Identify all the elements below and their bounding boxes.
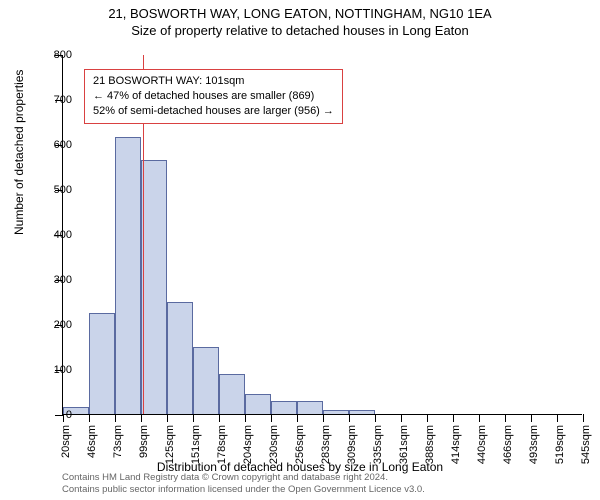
x-tick-label: 99sqm	[138, 425, 150, 458]
x-tick	[167, 414, 168, 422]
x-tick	[297, 414, 298, 422]
x-tick	[323, 414, 324, 422]
x-tick-label: 335sqm	[372, 425, 384, 464]
x-tick-label: 283sqm	[320, 425, 332, 464]
x-tick-label: 440sqm	[476, 425, 488, 464]
y-tick-label: 700	[54, 94, 72, 106]
annotation-box: 21 BOSWORTH WAY: 101sqm← 47% of detached…	[84, 69, 343, 124]
x-tick-label: 414sqm	[450, 425, 462, 464]
x-tick-label: 46sqm	[86, 425, 98, 458]
x-tick-label: 519sqm	[554, 425, 566, 464]
x-tick	[271, 414, 272, 422]
x-tick	[401, 414, 402, 422]
x-tick-label: 493sqm	[528, 425, 540, 464]
y-tick-label: 100	[54, 364, 72, 376]
x-tick-label: 125sqm	[164, 425, 176, 464]
x-tick-label: 204sqm	[242, 425, 254, 464]
histogram-bar	[141, 160, 167, 414]
x-tick-label: 178sqm	[216, 425, 228, 464]
x-tick	[89, 414, 90, 422]
x-tick	[63, 414, 64, 422]
x-tick-label: 388sqm	[424, 425, 436, 464]
y-tick-label: 600	[54, 139, 72, 151]
annotation-line: 52% of semi-detached houses are larger (…	[93, 104, 334, 119]
x-tick-label: 230sqm	[268, 425, 280, 464]
x-tick	[193, 414, 194, 422]
x-tick-label: 466sqm	[502, 425, 514, 464]
x-tick	[349, 414, 350, 422]
x-tick	[583, 414, 584, 422]
y-axis-label: Number of detached properties	[12, 70, 26, 235]
chart-title-block: 21, BOSWORTH WAY, LONG EATON, NOTTINGHAM…	[0, 0, 600, 38]
histogram-bar	[349, 410, 375, 415]
x-tick-label: 361sqm	[398, 425, 410, 464]
annotation-line: ← 47% of detached houses are smaller (86…	[93, 89, 334, 104]
histogram-bar	[167, 302, 193, 415]
histogram-bar	[193, 347, 219, 415]
x-tick	[219, 414, 220, 422]
histogram-bar	[89, 313, 115, 414]
footer-line1: Contains HM Land Registry data © Crown c…	[62, 472, 425, 484]
x-tick	[375, 414, 376, 422]
x-tick	[505, 414, 506, 422]
histogram-bar	[115, 137, 141, 414]
x-tick-label: 545sqm	[580, 425, 592, 464]
histogram-bar	[219, 374, 245, 415]
x-tick	[427, 414, 428, 422]
y-tick-label: 800	[54, 49, 72, 61]
chart-title-line2: Size of property relative to detached ho…	[0, 23, 600, 38]
chart-footer: Contains HM Land Registry data © Crown c…	[62, 472, 425, 496]
x-tick-label: 73sqm	[112, 425, 124, 458]
histogram-bar	[297, 401, 323, 415]
x-tick	[115, 414, 116, 422]
histogram-bar	[323, 410, 349, 415]
x-tick	[141, 414, 142, 422]
y-tick-label: 400	[54, 229, 72, 241]
x-tick-label: 309sqm	[346, 425, 358, 464]
x-tick-label: 20sqm	[60, 425, 72, 458]
footer-line2: Contains public sector information licen…	[62, 484, 425, 496]
y-tick-label: 500	[54, 184, 72, 196]
chart-title-line1: 21, BOSWORTH WAY, LONG EATON, NOTTINGHAM…	[0, 6, 600, 21]
x-tick	[453, 414, 454, 422]
annotation-line: 21 BOSWORTH WAY: 101sqm	[93, 74, 334, 89]
x-tick	[557, 414, 558, 422]
y-tick	[55, 415, 63, 416]
x-tick	[245, 414, 246, 422]
y-tick-label: 0	[66, 409, 72, 421]
x-tick-label: 256sqm	[294, 425, 306, 464]
y-tick-label: 200	[54, 319, 72, 331]
y-tick-label: 300	[54, 274, 72, 286]
x-tick	[479, 414, 480, 422]
chart-area: 21 BOSWORTH WAY: 101sqm← 47% of detached…	[62, 55, 582, 415]
histogram-bar	[245, 394, 271, 414]
histogram-bar	[271, 401, 297, 415]
x-tick-label: 151sqm	[190, 425, 202, 464]
x-tick	[531, 414, 532, 422]
